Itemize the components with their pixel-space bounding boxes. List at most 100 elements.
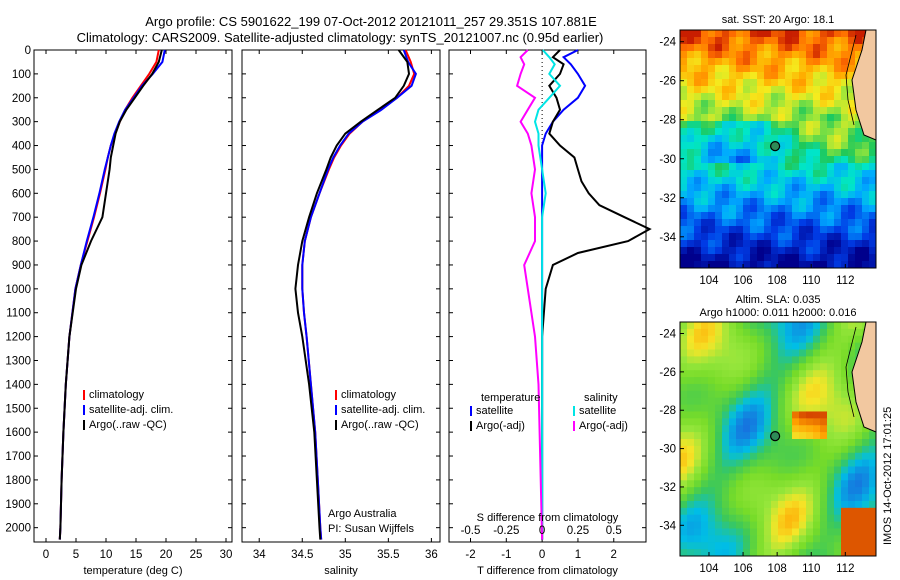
field-cell [848, 51, 856, 59]
field-cell [701, 480, 709, 488]
field-cell [743, 30, 751, 38]
field-cell [701, 549, 709, 557]
field-cell [848, 170, 856, 178]
field-cell [848, 452, 856, 461]
field-cell [743, 177, 751, 185]
field-cell [729, 121, 737, 129]
field-cell [827, 466, 835, 474]
field-cell [841, 356, 849, 364]
field-cell [799, 128, 807, 136]
field-cell [827, 233, 835, 241]
field-cell [708, 205, 716, 213]
field-cell [799, 397, 807, 406]
field-cell [848, 30, 856, 38]
field-cell [680, 383, 688, 392]
field-cell [799, 542, 807, 550]
field-cell [841, 107, 849, 115]
field-cell [708, 535, 716, 543]
field-cell [862, 212, 870, 220]
field-cell [694, 459, 702, 468]
field-cell [785, 377, 793, 385]
field-cell [708, 226, 716, 234]
field-cell [701, 494, 709, 502]
field-cell [848, 65, 856, 73]
field-cell [701, 212, 709, 220]
field-cell [687, 142, 695, 150]
field-cell [785, 261, 793, 269]
field-cell [715, 72, 723, 80]
field-cell [708, 184, 716, 192]
field-cell [680, 411, 688, 419]
field-cell [820, 44, 828, 52]
x-axis-label: T difference from climatology [477, 565, 618, 577]
field-cell [806, 487, 814, 495]
field-cell [827, 177, 835, 185]
field-cell [729, 149, 737, 157]
field-cell [841, 500, 849, 509]
field-cell [729, 383, 737, 392]
field-cell [680, 44, 688, 52]
argo-location-marker [770, 140, 781, 152]
field-cell [792, 205, 800, 213]
field-cell [799, 72, 807, 80]
field-cell [820, 390, 828, 399]
field-cell [778, 156, 786, 164]
field-cell [715, 142, 723, 150]
field-cell [792, 226, 800, 234]
field-cell [715, 521, 723, 529]
field-cell [701, 439, 709, 447]
field-cell [743, 135, 751, 143]
field-cell [701, 390, 709, 399]
field-cell [750, 349, 758, 357]
field-cell [848, 342, 856, 351]
field-cell [743, 72, 751, 80]
field-cell [792, 397, 800, 406]
field-cell [750, 452, 758, 461]
field-cell [869, 445, 877, 454]
field-cell [806, 549, 814, 557]
field-cell [757, 226, 765, 234]
field-cell [813, 233, 821, 241]
field-cell [848, 411, 856, 419]
y-tick-label: -28 [659, 115, 676, 127]
field-cell [687, 349, 695, 357]
field-cell [771, 121, 779, 129]
field-cell [792, 184, 800, 192]
field-cell [750, 79, 758, 87]
field-cell [862, 142, 870, 150]
field-cell [855, 480, 863, 488]
field-cell [785, 205, 793, 213]
field-cell [848, 322, 856, 330]
field-cell [715, 37, 723, 45]
field-cell [869, 254, 877, 262]
field-cell [694, 542, 702, 550]
y-tick-label: -26 [659, 367, 676, 379]
field-cell [785, 212, 793, 220]
field-cell [806, 240, 814, 248]
field-cell [701, 342, 709, 351]
field-cell [750, 142, 758, 150]
field-cell [792, 170, 800, 178]
field-cell [694, 205, 702, 213]
field-cell [820, 370, 828, 378]
field-cell [813, 240, 821, 248]
difference-profile-panel: -2 -1 0 1 2T difference from climatology-0.5… [448, 49, 652, 577]
field-cell [778, 240, 786, 248]
field-cell [729, 30, 737, 38]
field-cell [841, 445, 849, 454]
field-cell [722, 404, 730, 412]
field-cell [778, 370, 786, 378]
field-cell [806, 452, 814, 461]
field-cell [771, 370, 779, 378]
field-cell [722, 521, 730, 529]
field-cell [827, 212, 835, 220]
field-cell [736, 198, 744, 206]
field-cell [778, 44, 786, 52]
field-cell [778, 198, 786, 206]
field-cell [764, 335, 772, 344]
field-cell [680, 335, 688, 344]
field-cell [792, 432, 800, 440]
field-cell [722, 432, 730, 440]
y-tick-label: 1000 [5, 284, 31, 296]
field-cell [792, 128, 800, 136]
